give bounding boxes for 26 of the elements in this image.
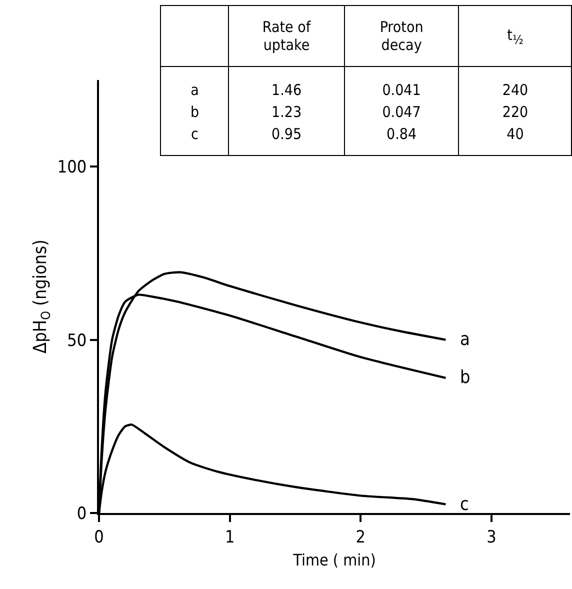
series-label: a	[460, 329, 470, 350]
annotation: b	[160, 101, 229, 123]
y-tick-label: 0	[76, 504, 87, 524]
y-tick-label: 50	[67, 330, 87, 351]
annotation: 1.23	[228, 101, 344, 123]
annotation: c	[160, 123, 229, 156]
annotation: 0.95	[228, 123, 344, 156]
annotation: 1.46	[228, 66, 344, 101]
annotation: 0.047	[344, 101, 459, 123]
series-label: c	[460, 494, 469, 515]
x-tick-label: 1	[224, 527, 235, 548]
x-tick-label: 2	[356, 527, 366, 548]
text: Rate of uptake	[262, 18, 311, 54]
text: t$_{½}$	[507, 26, 524, 46]
series-label: b	[460, 367, 470, 388]
x-tick-label: 0	[94, 527, 104, 548]
annotation: 240	[458, 66, 572, 101]
x-axis-title: Time ( min)	[292, 550, 376, 570]
x-tick-label: 3	[486, 527, 496, 548]
annotation: 40	[458, 123, 572, 156]
y-tick-label: 100	[57, 158, 87, 178]
annotation: 220	[458, 101, 572, 123]
text: Proton decay	[380, 18, 424, 54]
annotation: 0.041	[344, 66, 459, 101]
annotation: a	[160, 66, 229, 101]
annotation: 0.84	[344, 123, 459, 156]
